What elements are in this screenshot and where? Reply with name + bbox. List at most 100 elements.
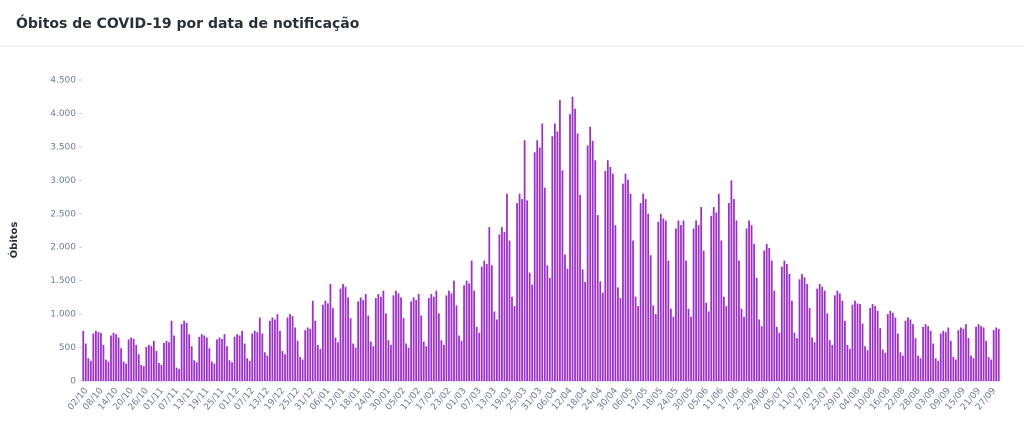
bar — [480, 266, 483, 381]
y-tick-label: 1.000 — [50, 310, 76, 320]
bar — [256, 332, 259, 381]
bar — [821, 286, 824, 381]
bar — [546, 265, 549, 381]
bar — [498, 234, 501, 381]
bar — [576, 133, 579, 381]
bar — [342, 284, 344, 381]
bar — [364, 294, 367, 381]
bar — [965, 324, 967, 381]
bar — [589, 126, 592, 381]
bar — [707, 311, 710, 381]
bar — [768, 247, 771, 381]
bar — [334, 337, 337, 381]
bar — [195, 362, 198, 381]
bar — [266, 355, 269, 381]
bar — [180, 324, 183, 381]
bar — [513, 306, 516, 381]
bar — [763, 250, 766, 381]
bar — [881, 349, 884, 381]
bar — [392, 295, 395, 381]
bar — [611, 173, 614, 381]
bar — [450, 293, 453, 381]
bar — [907, 317, 909, 381]
bar — [339, 288, 342, 381]
bar — [203, 335, 206, 381]
bar — [654, 314, 657, 381]
bar — [712, 207, 715, 381]
bar — [210, 361, 213, 381]
bar — [591, 140, 594, 381]
bar — [344, 286, 347, 381]
bar — [695, 220, 697, 381]
bar — [258, 317, 261, 381]
bar — [728, 203, 730, 381]
bar — [838, 293, 841, 381]
bar — [173, 335, 175, 381]
bar — [551, 136, 554, 381]
bar — [715, 212, 718, 381]
bar — [614, 225, 617, 381]
bar — [417, 294, 420, 381]
bar — [137, 354, 140, 381]
bar — [609, 166, 612, 381]
bar — [271, 317, 274, 381]
bar — [488, 227, 491, 381]
bar — [407, 347, 410, 381]
bar — [816, 288, 819, 381]
y-tick-label: 1.500 — [50, 276, 76, 286]
bar — [299, 356, 302, 381]
bar — [142, 366, 145, 381]
bar — [801, 273, 803, 381]
bar — [632, 240, 634, 381]
bar — [765, 243, 768, 381]
bar — [425, 346, 428, 381]
bar — [811, 337, 813, 381]
bar — [740, 308, 743, 381]
bar — [581, 269, 584, 381]
bar — [680, 225, 682, 381]
bar — [617, 287, 619, 381]
bar — [198, 336, 201, 381]
bar — [437, 313, 440, 381]
bar — [896, 333, 899, 381]
bar — [140, 364, 143, 381]
bar — [493, 311, 496, 381]
bar — [818, 284, 821, 381]
bar — [985, 340, 988, 381]
bar — [216, 339, 218, 381]
bar — [584, 282, 587, 381]
bar — [851, 304, 854, 381]
bar — [205, 337, 208, 381]
bar — [460, 340, 463, 381]
bar — [967, 338, 970, 381]
bar — [238, 335, 241, 381]
bar — [478, 332, 481, 381]
bar — [107, 361, 110, 381]
bar — [629, 193, 632, 381]
bar — [917, 355, 919, 381]
bar — [362, 300, 365, 381]
bar — [647, 213, 650, 381]
bar — [909, 319, 912, 381]
bar — [291, 316, 294, 381]
bar — [748, 220, 750, 381]
bar — [702, 250, 705, 381]
bar — [122, 361, 125, 381]
bar — [874, 306, 877, 381]
bar — [601, 292, 604, 381]
bar — [803, 277, 806, 381]
bar — [402, 318, 405, 381]
bar — [856, 303, 859, 381]
bar — [652, 305, 655, 381]
bar — [97, 332, 100, 381]
bar — [458, 335, 460, 381]
bar — [871, 304, 874, 381]
bar — [599, 281, 602, 381]
bar — [952, 356, 955, 381]
bar — [664, 220, 667, 381]
bar — [100, 332, 102, 381]
bar — [619, 298, 622, 381]
bar — [725, 306, 728, 381]
bar — [445, 295, 448, 381]
